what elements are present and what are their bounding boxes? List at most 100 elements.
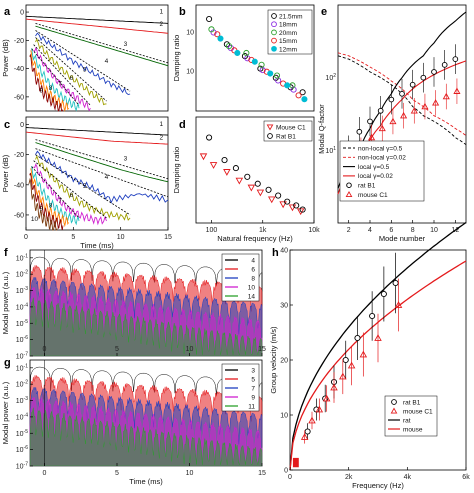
y-tick-label-a: -20 [14, 38, 24, 45]
y-tick-label-f: 10-1 [16, 253, 28, 262]
data-point-20mm [258, 61, 265, 68]
data-point-rat-B1 [367, 118, 373, 125]
data-point-12mm [234, 49, 241, 57]
data-point-mouse-C1 [421, 102, 429, 110]
data-point-21.5mm [206, 15, 213, 23]
legend-marker-21.5mm [271, 13, 277, 19]
y-tick-label-f: 10-7 [16, 352, 28, 361]
legend-marker-mouse C1 [345, 190, 353, 198]
legend-label-f-4: 4 [251, 257, 255, 264]
curve-label-a-1: 1 [160, 8, 164, 15]
y-tick-label-c: -40 [14, 182, 24, 189]
legend-label-non-local γ=0.5: non-local γ=0.5 [358, 145, 403, 152]
panel-f: 4 6 8 10 14 0 5 10 15 10-7 10-6 10-5 10-4 10-3 10-2 10-… [1, 249, 266, 361]
x-axis-label-c: Time (ms) [80, 241, 114, 250]
y-tick-label-h: 0 [284, 468, 288, 475]
data-point-20mm [273, 72, 281, 79]
x-tick-label-h: 2k [345, 474, 353, 481]
y-tick-label-c: 0 [20, 122, 24, 129]
y-tick-label-e: 101 [325, 146, 336, 155]
data-point-rat-B1 [380, 290, 387, 298]
data-point-Mouse C1 [279, 201, 287, 209]
x-axis-label-e: Mode number [379, 234, 426, 243]
data-point-Rat B1 [254, 180, 261, 187]
legend-label-21.5mm: 21.5mm [279, 14, 302, 21]
y-tick-label-h: 10 [280, 413, 288, 420]
data-point-Rat B1 [244, 173, 251, 180]
mode-trace-14 [29, 297, 263, 357]
curve-label-a-5: 5 [83, 66, 87, 73]
data-point-mouse-C1 [368, 133, 376, 141]
x-tick-label-d: 1k [259, 227, 267, 234]
legend-label-g-7: 7 [251, 385, 255, 392]
curve-a-5 [35, 37, 107, 106]
curve-c-1 [25, 127, 169, 136]
data-point-rat-B1 [354, 334, 361, 342]
x-tick-label-e: 8 [411, 227, 415, 234]
curve-label-a-3: 3 [124, 41, 128, 48]
curve-a-6 [33, 47, 91, 112]
x-tick-label-f: 15 [258, 346, 266, 353]
x-tick-label-h: 4k [404, 474, 412, 481]
curve-label-c-8: 8 [49, 202, 53, 209]
legend-label-g-9: 9 [251, 394, 255, 401]
y-tick-label-a: -40 [14, 66, 24, 73]
curve-c-9 [29, 172, 64, 231]
curve-a-9 [29, 53, 64, 112]
legend-label-f-6: 6 [251, 266, 255, 273]
x-tick-label-f: 0 [43, 346, 47, 353]
legend-label-local γ=0.02: local γ=0.02 [358, 173, 393, 180]
legend-label-f-10: 10 [248, 284, 256, 291]
curve-label-c-6: 6 [70, 192, 74, 199]
data-point-20mm [243, 49, 250, 57]
data-point-mouse-C1 [432, 99, 440, 106]
y-axis-label-h: Group velocity (m/s) [269, 326, 278, 394]
data-point-Rat B1 [206, 134, 213, 141]
curve-a-3 [35, 25, 169, 67]
curve-label-a-2: 2 [160, 21, 164, 28]
legend-box-e [339, 140, 425, 202]
y-tick-label-e: 102 [325, 73, 336, 82]
y-tick-label-g: 10-7 [16, 462, 28, 471]
legend-marker-15mm [271, 37, 277, 44]
x-tick-label-h: 6k [462, 474, 470, 481]
data-point-rat-B1 [441, 62, 448, 68]
data-point-Rat B1 [293, 202, 300, 209]
x-tick-label-c: 0 [24, 234, 28, 241]
data-point-Rat B1 [275, 192, 282, 199]
panel-label-d: d [179, 119, 186, 131]
legend-marker-Rat B1 [267, 133, 273, 139]
y-tick-label-g: 10-1 [16, 363, 28, 372]
legend-label-mouse: mouse [403, 426, 423, 433]
data-point-15mm [295, 92, 302, 99]
y-tick-label-b: 10 [186, 69, 194, 76]
x-axis-label-d: Natural frequency (Hz) [217, 234, 293, 243]
data-point-18mm [290, 86, 297, 93]
y-axis-label-b: Damping ratio [172, 35, 181, 82]
data-point-Mouse C1 [199, 153, 208, 161]
panel-label-a: a [4, 6, 11, 18]
legend-label-mouse C1: mouse C1 [358, 192, 388, 199]
curve-label-c-5: 5 [83, 183, 87, 190]
data-point-rat-B1 [304, 428, 311, 435]
y-tick-label-h: 30 [280, 303, 288, 310]
panel-label-h: h [272, 247, 279, 259]
data-point-12mm [267, 70, 274, 77]
x-tick-label-d: 100 [206, 227, 218, 234]
data-point-Mouse C1 [223, 169, 231, 176]
data-point-mouse-C1 [400, 111, 408, 119]
curve-label-c-2: 2 [160, 135, 164, 142]
legend-marker-Mouse C1 [266, 124, 274, 131]
data-point-Mouse C1 [247, 184, 256, 192]
legend-label-g-11: 11 [248, 403, 255, 410]
legend-marker-18mm [271, 21, 277, 28]
fit-line-c-5 [35, 154, 131, 216]
data-point-Mouse C1 [288, 204, 297, 212]
data-point-rat-B1 [409, 81, 416, 88]
data-point-Mouse C1 [296, 208, 305, 216]
legend-label-rat B1: rat B1 [358, 183, 376, 190]
legend-label-f-14: 14 [248, 293, 256, 300]
y-tick-label-b: 10 [186, 29, 194, 36]
fit-line-a-7 [31, 48, 80, 106]
